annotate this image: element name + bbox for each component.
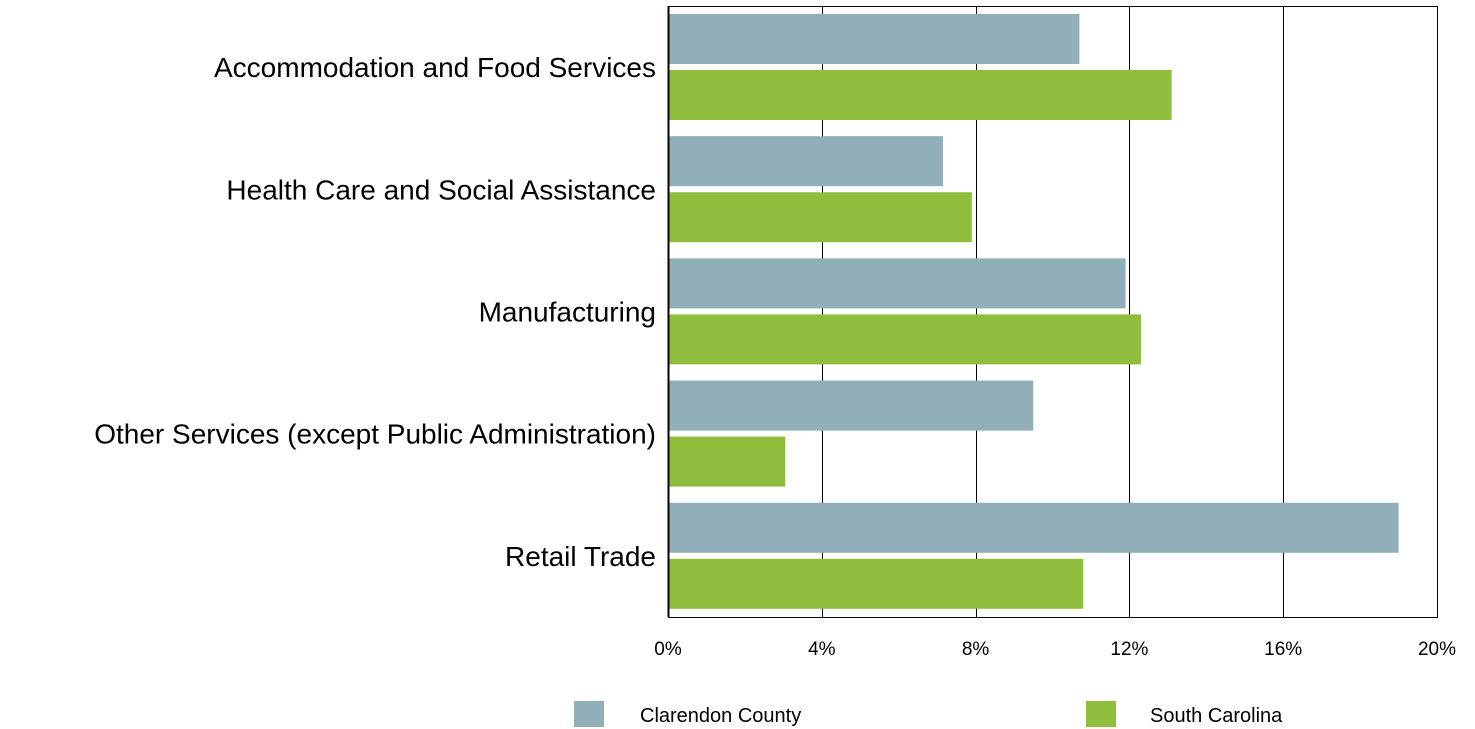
category-label: Retail Trade [505, 541, 656, 572]
bar-south-carolina [668, 436, 786, 487]
bar-south-carolina [668, 70, 1172, 120]
x-tick-labels: 0% 4% 8% 12% 16% 20% [654, 639, 1456, 660]
bar-clarendon-county [668, 258, 1126, 309]
bar-clarendon-county [668, 136, 943, 187]
legend-item-south-carolina: South Carolina [1086, 701, 1283, 727]
bar-south-carolina [668, 558, 1084, 609]
bar-clarendon-county [668, 380, 1034, 431]
bars [668, 14, 1399, 609]
category-label: Manufacturing [479, 297, 656, 328]
category-labels: Accommodation and Food Services Health Ca… [94, 52, 656, 572]
bar-south-carolina [668, 314, 1141, 365]
x-tick-label: 4% [808, 639, 836, 660]
bar-clarendon-county [668, 502, 1399, 553]
legend-label: South Carolina [1150, 705, 1283, 727]
legend: Clarendon County South Carolina [574, 701, 1283, 727]
category-label: Other Services (except Public Administra… [94, 419, 656, 450]
x-tick-label: 0% [654, 639, 682, 660]
bar-clarendon-county [668, 14, 1080, 64]
category-label: Accommodation and Food Services [214, 52, 656, 83]
category-label: Health Care and Social Assistance [226, 174, 656, 205]
x-tick-label: 20% [1418, 639, 1456, 660]
x-tick-label: 12% [1110, 639, 1148, 660]
legend-item-clarendon-county: Clarendon County [574, 701, 801, 727]
plot-frame [667, 6, 1438, 618]
legend-label: Clarendon County [640, 705, 801, 727]
legend-swatch [574, 701, 604, 727]
bar-south-carolina [668, 192, 972, 243]
x-tick-label: 8% [962, 639, 990, 660]
legend-swatch [1086, 701, 1116, 727]
x-tick-label: 16% [1264, 639, 1302, 660]
